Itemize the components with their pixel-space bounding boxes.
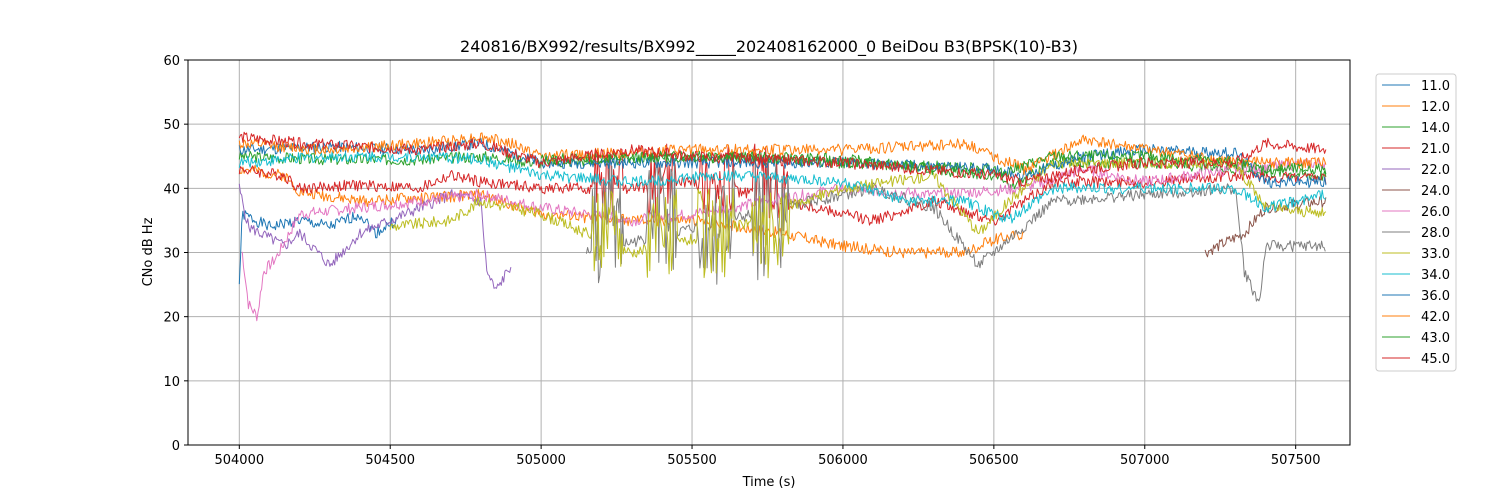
x-tick-label: 505500	[667, 453, 717, 468]
legend-label: 43.0	[1421, 331, 1450, 346]
x-tick-label: 507000	[1120, 453, 1170, 468]
x-tick-label: 505000	[516, 453, 566, 468]
x-tick-label: 506000	[818, 453, 868, 468]
legend-label: 33.0	[1421, 247, 1450, 262]
series-line-11.0	[238, 210, 397, 285]
series-line-12.0	[238, 165, 1025, 259]
series-group	[238, 131, 1327, 322]
legend-label: 45.0	[1421, 352, 1450, 367]
series-line-42.0	[238, 132, 1327, 176]
x-tick-label: 504500	[365, 453, 415, 468]
y-tick-label: 10	[163, 375, 180, 390]
x-axis: 504000 504500 505000 505500 506000 506500 5070…	[214, 445, 1320, 468]
legend-label: 36.0	[1421, 289, 1450, 304]
x-tick-label: 507500	[1271, 453, 1321, 468]
y-tick-label: 40	[163, 182, 180, 197]
legend-label: 28.0	[1421, 226, 1450, 241]
legend-box	[1375, 73, 1457, 372]
legend-label: 21.0	[1421, 142, 1450, 157]
legend-label: 11.0	[1421, 79, 1450, 94]
legend-label: 26.0	[1421, 205, 1450, 220]
x-axis-label: Time (s)	[742, 475, 796, 490]
legend-label: 14.0	[1421, 121, 1450, 136]
y-tick-label: 30	[163, 247, 180, 262]
y-tick-label: 50	[163, 118, 180, 133]
y-axis-label: CNo dB Hz	[141, 217, 156, 286]
legend-label: 12.0	[1421, 100, 1450, 115]
legend-label: 42.0	[1421, 310, 1450, 325]
legend-label: 34.0	[1421, 268, 1450, 283]
x-tick-label: 506500	[969, 453, 1019, 468]
series-line-33.0	[389, 156, 1327, 279]
legend: 11.0 12.0 14.0 21.0 22.0 24.0 26.0 28.0 33.0 34.0…	[1375, 73, 1457, 372]
legend-label: 24.0	[1421, 184, 1450, 199]
legend-label: 22.0	[1421, 163, 1450, 178]
y-tick-label: 60	[163, 54, 180, 69]
y-axis: 0 10 20 30 40 50 60	[163, 54, 188, 454]
chart-title: 240816/BX992/results/BX992_____202408162…	[460, 37, 1078, 57]
x-tick-label: 504000	[214, 453, 264, 468]
y-tick-label: 20	[163, 311, 180, 326]
y-tick-label: 0	[172, 439, 180, 454]
series-line-45.0	[238, 131, 1327, 187]
series-line-34.0	[238, 150, 1327, 224]
